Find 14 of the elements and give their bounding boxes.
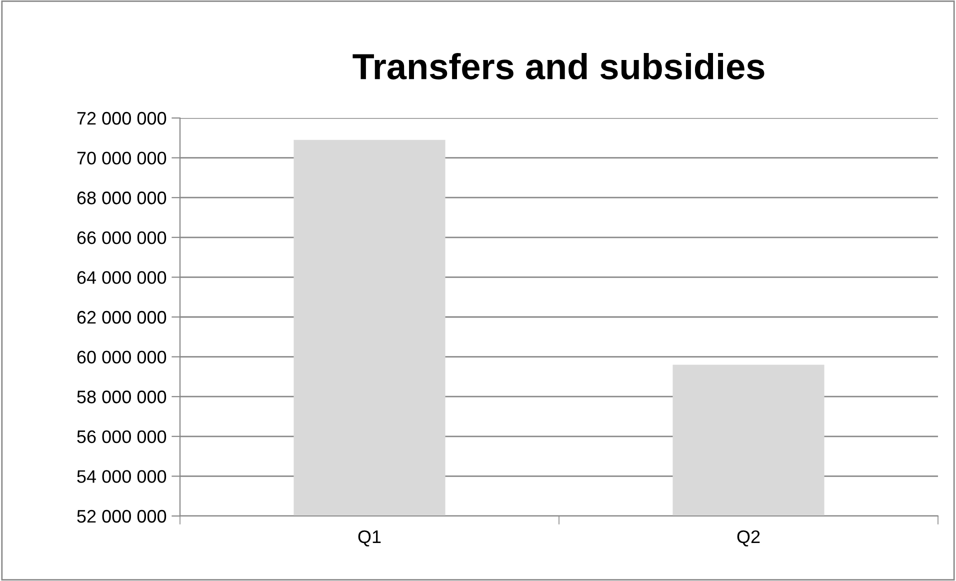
y-tick-label: 62 000 000 [77,310,166,324]
y-tick-label: 70 000 000 [77,152,166,165]
x-tick-label: Q1 [358,530,381,546]
y-tick-label: 54 000 000 [77,470,166,483]
x-tick-label: Q2 [737,530,760,546]
y-tick-label: 52 000 000 [77,510,166,523]
y-tick-label: 56 000 000 [77,430,166,444]
y-tick-label: 58 000 000 [77,390,166,404]
chart-title: Transfers and subsidies [352,52,764,80]
y-tick-label: 60 000 000 [77,350,166,364]
y-tick-label: 68 000 000 [77,192,166,204]
y-tick-label: 72 000 000 [77,112,166,125]
y-tick-label: 66 000 000 [77,231,166,244]
y-tick-label: 64 000 000 [77,271,166,284]
